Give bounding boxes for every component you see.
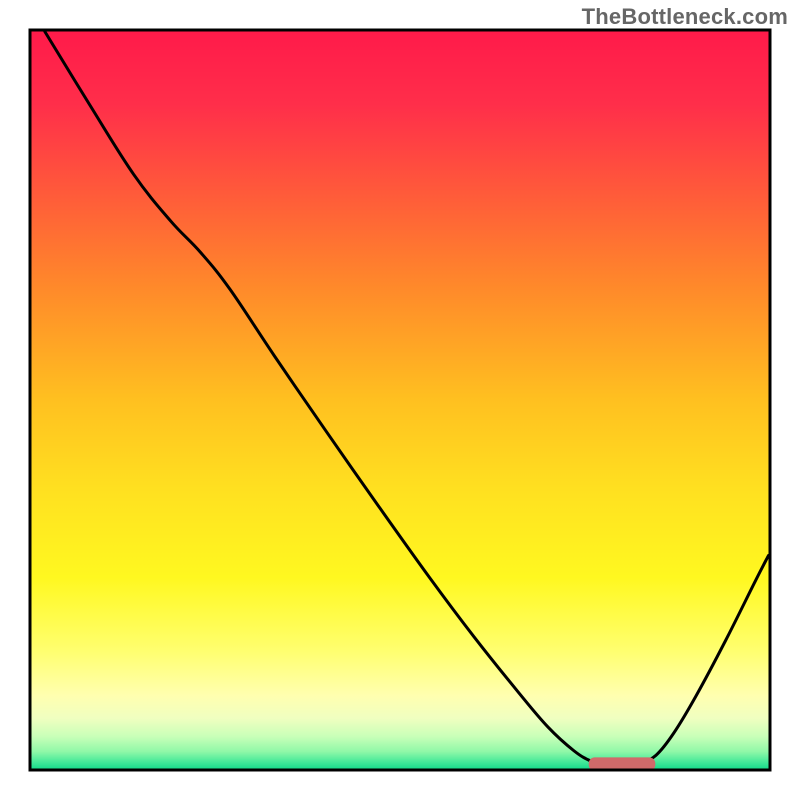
bottleneck-chart	[0, 0, 800, 800]
chart-container: TheBottleneck.com	[0, 0, 800, 800]
watermark-text: TheBottleneck.com	[582, 4, 788, 30]
plot-background	[30, 30, 770, 770]
